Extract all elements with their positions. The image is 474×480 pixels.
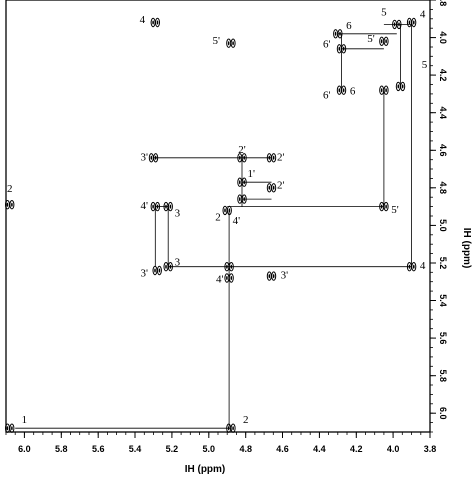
peak-label: 3 xyxy=(175,257,181,269)
cross-peak xyxy=(406,262,417,272)
cross-peak xyxy=(336,44,347,54)
peak-label: 2 xyxy=(243,414,249,426)
y-axis: 3.8 4.0 4.2 4.4 4.6 4.8 5.0 5.2 5.4 5.6 5.8 6.0 xyxy=(430,0,448,433)
peak-label: 6 xyxy=(346,20,352,32)
cross-peak xyxy=(150,17,161,28)
cross-peak xyxy=(333,29,343,39)
x-axis: 6.0 5.8 5.6 5.4 5.2 5.0 4.8 4.6 4.4 4.2 4.0 3.8 xyxy=(5,432,437,454)
peak-label: 4 xyxy=(420,9,426,21)
peak-label: 5' xyxy=(391,204,399,216)
peak-label: 4' xyxy=(141,200,149,212)
cross-peak xyxy=(266,271,277,281)
cross-peak xyxy=(226,423,236,433)
x-tick-label: 5.4 xyxy=(129,444,142,454)
peak-label: 1 xyxy=(22,414,28,426)
peak-label: 4' xyxy=(216,273,224,285)
peak-label: 4' xyxy=(233,215,241,227)
cross-peak xyxy=(379,85,389,95)
cross-peak xyxy=(222,205,232,216)
peak-label: 3' xyxy=(281,270,289,282)
cross-peak xyxy=(395,81,406,92)
y-tick-label: 6.0 xyxy=(438,407,448,420)
cross-peak xyxy=(379,36,389,46)
cross-peak xyxy=(224,262,234,272)
cross-peak xyxy=(226,38,236,48)
y-tick-label: 4.8 xyxy=(438,182,448,195)
x-tick-label: 4.6 xyxy=(276,444,289,454)
peak-label: 5' xyxy=(212,35,220,47)
y-tick-label: 5.0 xyxy=(438,219,448,232)
cross-peak xyxy=(237,153,247,163)
y-tick-label: 4.6 xyxy=(438,144,448,157)
peak-label: 3' xyxy=(141,268,149,280)
y-tick-label: 5.2 xyxy=(438,257,448,270)
cross-peak xyxy=(163,262,173,272)
peak-label: 3 xyxy=(175,208,181,220)
y-tick-label: 5.8 xyxy=(438,369,448,382)
cross-peak xyxy=(152,265,162,276)
cross-peak xyxy=(150,201,161,212)
peak-label: 6' xyxy=(323,89,331,101)
y-tick-label: 4.4 xyxy=(438,106,448,119)
x-tick-label: 5.6 xyxy=(92,444,105,454)
peak-label: 2 xyxy=(7,183,13,195)
peak-label: 3' xyxy=(141,151,149,163)
cross-peak xyxy=(148,153,159,163)
y-tick-label: 5.6 xyxy=(438,332,448,345)
cross-peak xyxy=(406,17,417,28)
peak-label: 1' xyxy=(247,168,255,180)
cross-peak xyxy=(224,273,234,283)
peak-label: 5 xyxy=(422,59,428,71)
cross-peak xyxy=(163,201,173,212)
peak-label: 4 xyxy=(140,14,146,26)
x-tick-label: 5.2 xyxy=(166,444,179,454)
y-tick-label: 3.8 xyxy=(438,0,448,6)
peak-label: 5 xyxy=(381,7,387,19)
cross-peak xyxy=(237,194,247,204)
peak-label: 5' xyxy=(367,33,375,45)
x-tick-label: 5.8 xyxy=(55,444,68,454)
peak-label: 6' xyxy=(323,39,331,51)
y-tick-label: 5.4 xyxy=(438,294,448,307)
cross-peak xyxy=(266,153,277,163)
y-tick-label: 4.2 xyxy=(438,69,448,82)
x-tick-label: 4.2 xyxy=(350,444,363,454)
peak-label: 2' xyxy=(277,179,285,191)
x-tick-label: 4.4 xyxy=(313,444,326,454)
x-tick-label: 3.8 xyxy=(424,444,437,454)
peak-label: 2' xyxy=(277,151,285,163)
cross-peak xyxy=(336,85,347,95)
x-tick-label: 6.0 xyxy=(18,444,31,454)
peak-label: 6 xyxy=(350,86,356,98)
peak-label: 2' xyxy=(238,144,246,156)
x-tick-label: 4.8 xyxy=(239,444,252,454)
cross-peak xyxy=(237,177,247,187)
cross-peak xyxy=(379,201,389,212)
y-tick-label: 4.0 xyxy=(438,31,448,44)
x-axis-title: IH (ppm) xyxy=(185,464,226,475)
peak-label: 4 xyxy=(420,260,426,272)
cross-peak xyxy=(392,19,402,30)
cross-peak xyxy=(5,423,15,433)
x-tick-label: 4.0 xyxy=(387,444,400,454)
peak-label: 2 xyxy=(215,211,221,223)
cross-peaks xyxy=(5,17,417,433)
cross-peak xyxy=(5,199,15,210)
cross-peak xyxy=(266,183,277,193)
y-axis-title: IH (ppm) xyxy=(461,228,472,269)
x-tick-label: 5.0 xyxy=(203,444,216,454)
correlation-lines xyxy=(15,22,413,429)
